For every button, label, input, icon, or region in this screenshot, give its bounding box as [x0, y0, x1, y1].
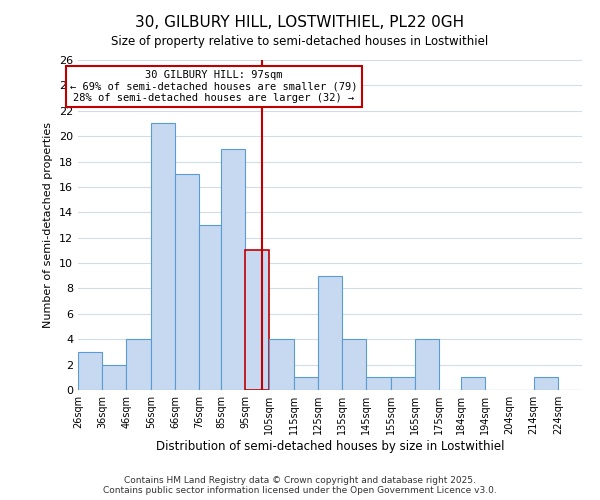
Bar: [102, 364, 127, 390]
Bar: [391, 378, 415, 390]
Bar: [415, 339, 439, 390]
Bar: [151, 124, 175, 390]
Bar: [78, 352, 102, 390]
Bar: [533, 378, 558, 390]
Y-axis label: Number of semi-detached properties: Number of semi-detached properties: [43, 122, 53, 328]
Bar: [245, 250, 269, 390]
Bar: [293, 378, 318, 390]
Bar: [199, 225, 221, 390]
Bar: [127, 339, 151, 390]
Bar: [269, 339, 293, 390]
Text: Size of property relative to semi-detached houses in Lostwithiel: Size of property relative to semi-detach…: [112, 35, 488, 48]
Bar: [367, 378, 391, 390]
Text: 30, GILBURY HILL, LOSTWITHIEL, PL22 0GH: 30, GILBURY HILL, LOSTWITHIEL, PL22 0GH: [136, 15, 464, 30]
Bar: [461, 378, 485, 390]
Bar: [221, 149, 245, 390]
X-axis label: Distribution of semi-detached houses by size in Lostwithiel: Distribution of semi-detached houses by …: [156, 440, 504, 453]
Text: Contains HM Land Registry data © Crown copyright and database right 2025.
Contai: Contains HM Land Registry data © Crown c…: [103, 476, 497, 495]
Text: 30 GILBURY HILL: 97sqm
← 69% of semi-detached houses are smaller (79)
28% of sem: 30 GILBURY HILL: 97sqm ← 69% of semi-det…: [70, 70, 358, 103]
Bar: [318, 276, 342, 390]
Bar: [175, 174, 199, 390]
Bar: [342, 339, 367, 390]
